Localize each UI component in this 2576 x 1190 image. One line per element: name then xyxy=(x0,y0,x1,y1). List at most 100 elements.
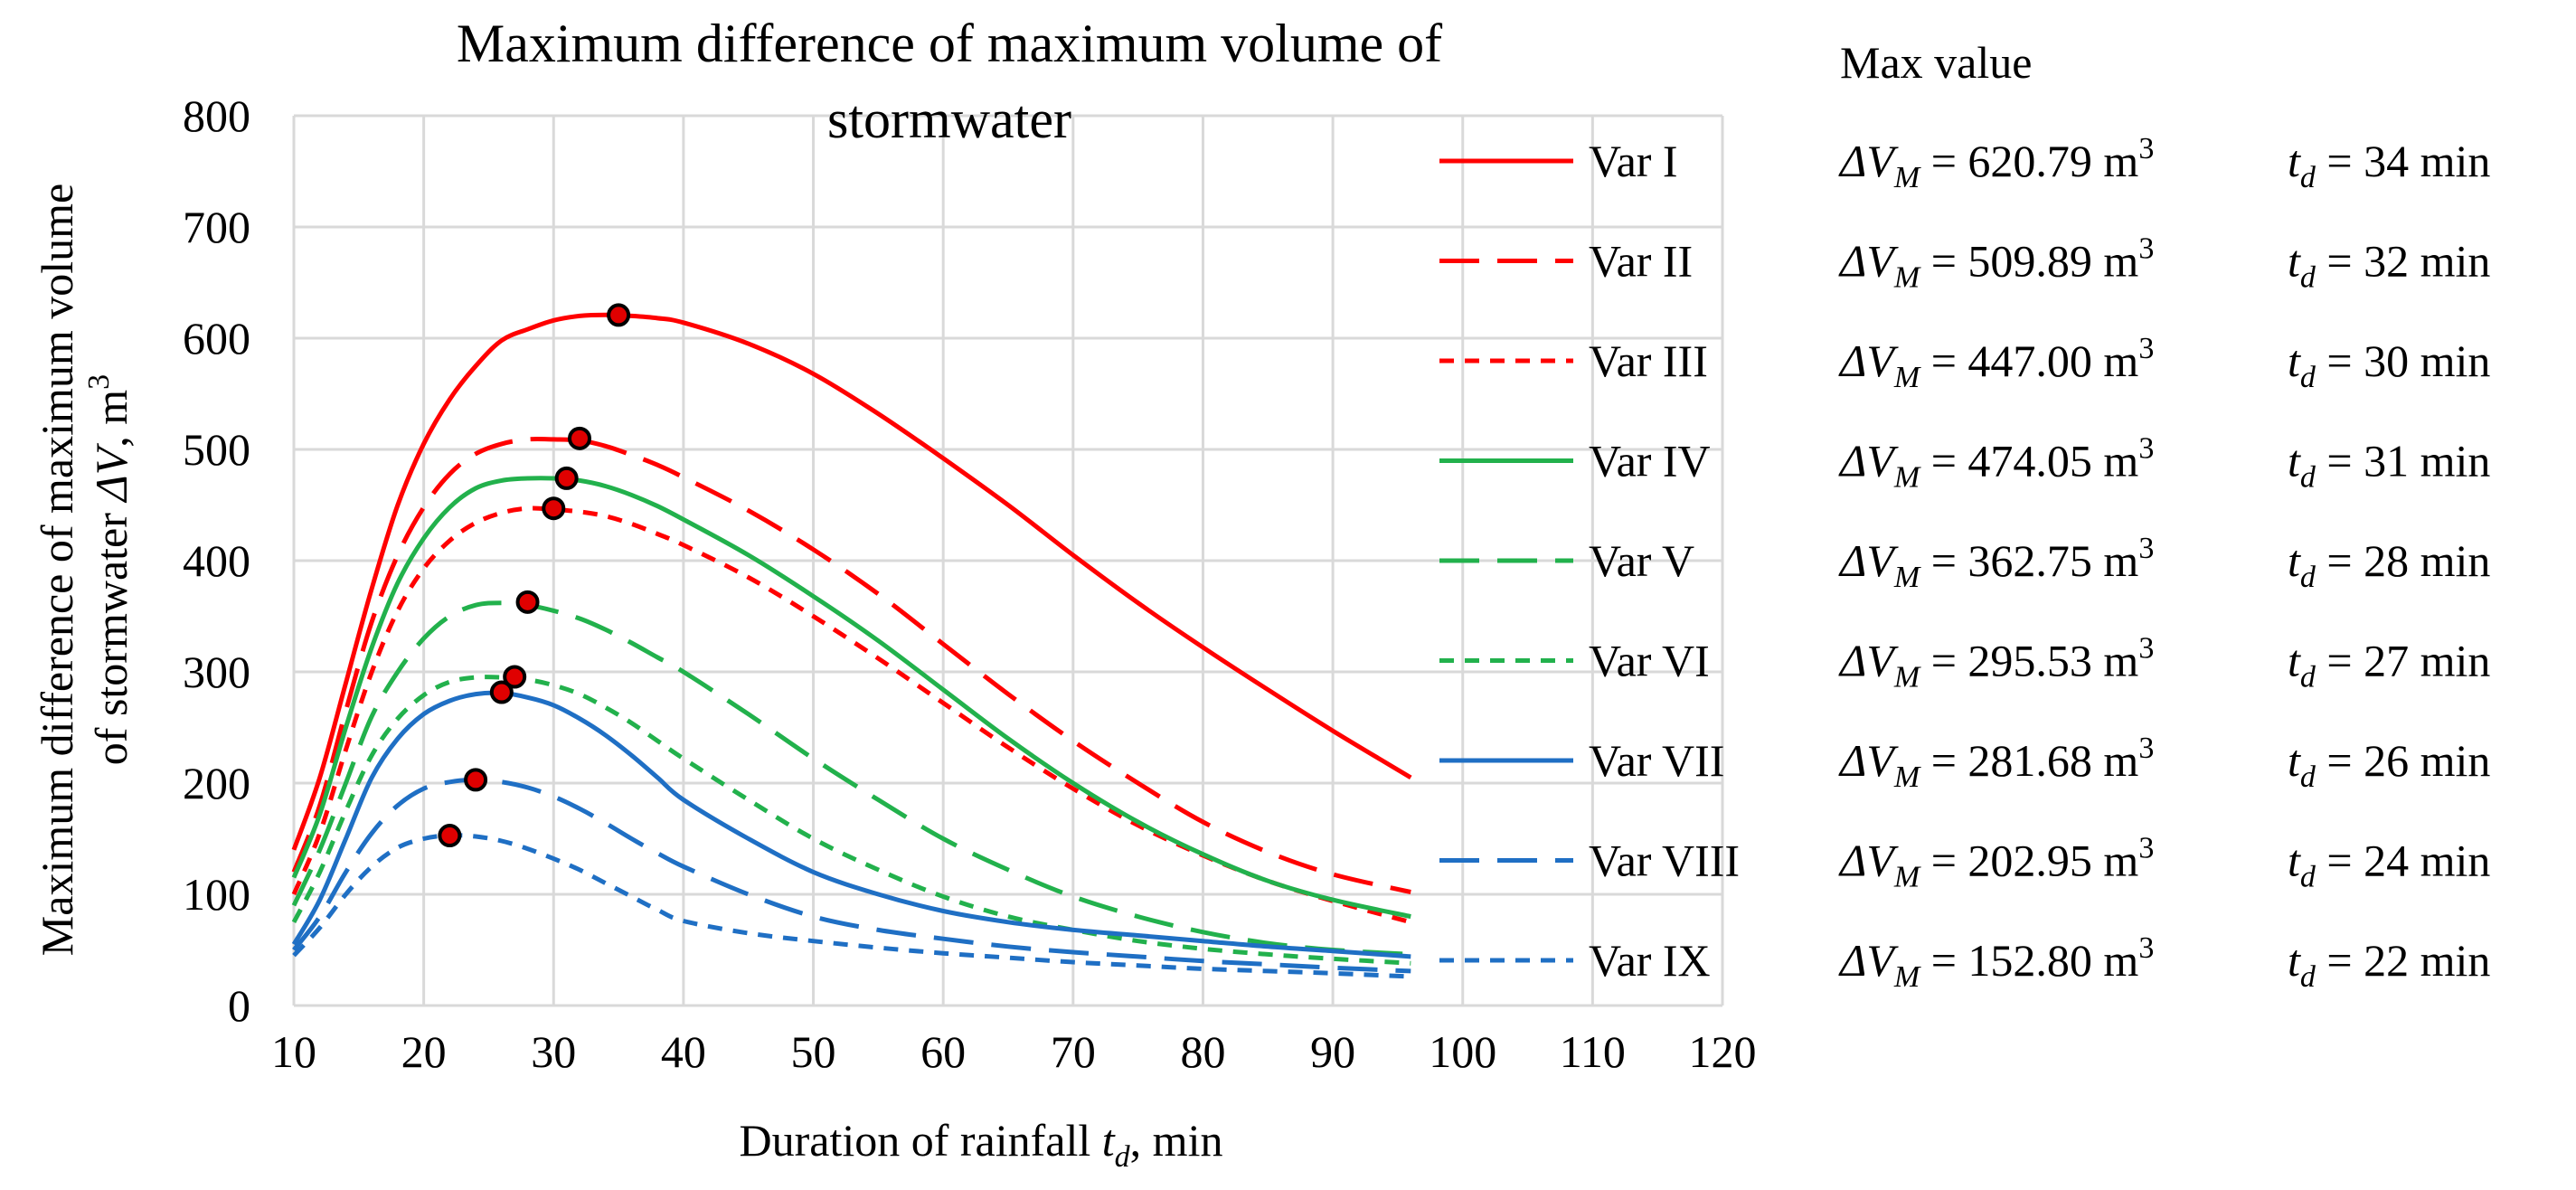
max-td-var: t xyxy=(2288,335,2301,386)
x-tick-label: 100 xyxy=(1429,1026,1496,1077)
max-dv-unit-sup: 3 xyxy=(2138,931,2154,965)
max-dv-sub: M xyxy=(1893,361,1921,394)
x-tick-label: 40 xyxy=(661,1026,706,1077)
series-line-7 xyxy=(291,690,1411,959)
x-tick-label: 120 xyxy=(1689,1026,1757,1077)
max-dv-value: = 152.80 m xyxy=(1920,935,2138,986)
max-td-value: = 30 min xyxy=(2316,335,2490,386)
max-td-value: = 24 min xyxy=(2316,836,2490,886)
max-td-sub: d xyxy=(2300,960,2317,994)
series-line-1 xyxy=(291,312,1412,851)
max-dv-value: = 202.95 m xyxy=(1920,836,2138,886)
peak-marker-6 xyxy=(503,665,527,689)
max-dv-sub: M xyxy=(1893,161,1921,194)
y-axis-title-line1: Maximum difference of maximum volume xyxy=(32,184,82,956)
series-lines xyxy=(291,312,1412,979)
max-dv-unit-sup: 3 xyxy=(2138,132,2154,165)
max-dv-var: ΔV xyxy=(1838,535,1899,586)
series-line-5 xyxy=(291,600,1411,957)
y-axis-title-line2: of stormwater ΔV, m3 xyxy=(82,374,137,765)
max-dv-unit-sup: 3 xyxy=(2138,632,2154,666)
peak-marker-8 xyxy=(464,768,488,792)
max-td-sub: d xyxy=(2300,361,2317,394)
y-tick-label: 200 xyxy=(183,758,250,808)
max-dv-sub: M xyxy=(1893,861,1921,894)
max-dv-var: ΔV xyxy=(1838,636,1899,686)
y-axis-title-prefix: of stormwater xyxy=(86,502,137,766)
peak-marker-2 xyxy=(568,426,591,450)
peak-marker-7 xyxy=(489,680,514,704)
max-td-sub: d xyxy=(2300,861,2317,894)
x-axis-ticks: 10 20 30 40 50 60 70 80 90 100 110 120 xyxy=(271,1026,1757,1077)
y-tick-label: 500 xyxy=(183,424,250,475)
x-tick-label: 110 xyxy=(1560,1026,1626,1077)
x-axis-title-prefix: Duration of rainfall xyxy=(740,1115,1102,1166)
max-td-7: td = 26 min xyxy=(2288,735,2490,794)
max-td-var: t xyxy=(2288,935,2301,986)
peak-marker-3 xyxy=(542,496,566,521)
y-axis-title: Maximum difference of maximum volume of … xyxy=(32,184,137,956)
chart-title-line1: Maximum difference of maximum volume of xyxy=(457,14,1442,73)
max-td-value: = 26 min xyxy=(2316,735,2490,786)
max-td-3: td = 30 min xyxy=(2288,335,2490,394)
max-dv-var: ΔV xyxy=(1838,436,1899,486)
max-dv-value: = 281.68 m xyxy=(1920,735,2138,786)
max-dv-8: ΔVM = 202.95 m3 xyxy=(1838,832,2154,894)
max-dv-1: ΔVM = 620.79 m3 xyxy=(1838,132,2154,194)
x-tick-label: 10 xyxy=(271,1026,316,1077)
y-axis-ticks: 0 100 200 300 400 500 600 700 800 xyxy=(183,90,250,1031)
legend-label-7: Var VII xyxy=(1589,735,1724,786)
max-td-value: = 32 min xyxy=(2316,236,2490,287)
max-td-var: t xyxy=(2288,535,2301,586)
max-dv-unit-sup: 3 xyxy=(2138,532,2154,565)
max-td-value: = 22 min xyxy=(2316,935,2490,986)
gridlines xyxy=(292,114,1724,1007)
max-td-sub: d xyxy=(2300,561,2317,594)
max-td-sub: d xyxy=(2300,461,2317,495)
y-tick-label: 700 xyxy=(183,202,250,252)
max-dv-unit-sup: 3 xyxy=(2138,232,2154,266)
max-dv-value: = 620.79 m xyxy=(1920,136,2138,186)
max-dv-var: ΔV xyxy=(1838,236,1899,287)
y-tick-label: 300 xyxy=(183,647,250,697)
x-tick-label: 60 xyxy=(920,1026,966,1077)
max-dv-value: = 509.89 m xyxy=(1920,236,2138,287)
max-td-8: td = 24 min xyxy=(2288,836,2490,894)
peak-marker-5 xyxy=(515,590,540,614)
x-axis-title-sub: d xyxy=(1115,1140,1131,1174)
max-td-var: t xyxy=(2288,236,2301,287)
max-dv-var: ΔV xyxy=(1838,935,1899,986)
max-dv-sub: M xyxy=(1893,461,1921,495)
max-dv-value: = 447.00 m xyxy=(1920,335,2138,386)
series-line-6 xyxy=(291,675,1411,966)
x-axis-title-var: t xyxy=(1102,1115,1116,1166)
max-td-value: = 28 min xyxy=(2316,535,2490,586)
max-dv-unit-sup: 3 xyxy=(2138,732,2154,765)
x-tick-label: 20 xyxy=(401,1026,447,1077)
max-dv-var: ΔV xyxy=(1838,735,1899,786)
legend-label-1: Var I xyxy=(1589,136,1678,186)
max-dv-var: ΔV xyxy=(1838,136,1899,186)
max-td-1: td = 34 min xyxy=(2288,136,2490,194)
y-tick-label: 600 xyxy=(183,313,250,364)
y-axis-title-suffix: , m xyxy=(86,390,137,448)
max-td-var: t xyxy=(2288,636,2301,686)
max-td-var: t xyxy=(2288,836,2301,886)
x-tick-label: 50 xyxy=(791,1026,836,1077)
chart-title-line2: stormwater xyxy=(827,90,1071,149)
y-tick-label: 800 xyxy=(183,90,250,141)
max-dv-value: = 295.53 m xyxy=(1920,636,2138,686)
x-axis-title-suffix: , min xyxy=(1130,1115,1223,1166)
series-line-8 xyxy=(292,777,1411,974)
max-dv-5: ΔVM = 362.75 m3 xyxy=(1838,532,2154,594)
max-td-value: = 31 min xyxy=(2316,436,2490,486)
x-tick-label: 80 xyxy=(1180,1026,1225,1077)
max-td-9: td = 22 min xyxy=(2288,935,2490,994)
max-value-header: Max value xyxy=(1840,37,2032,88)
max-td-var: t xyxy=(2288,735,2301,786)
max-td-6: td = 27 min xyxy=(2288,636,2490,694)
series-line-2 xyxy=(291,436,1411,894)
max-dv-unit-sup: 3 xyxy=(2138,332,2154,365)
max-dv-3: ΔVM = 447.00 m3 xyxy=(1838,332,2154,394)
